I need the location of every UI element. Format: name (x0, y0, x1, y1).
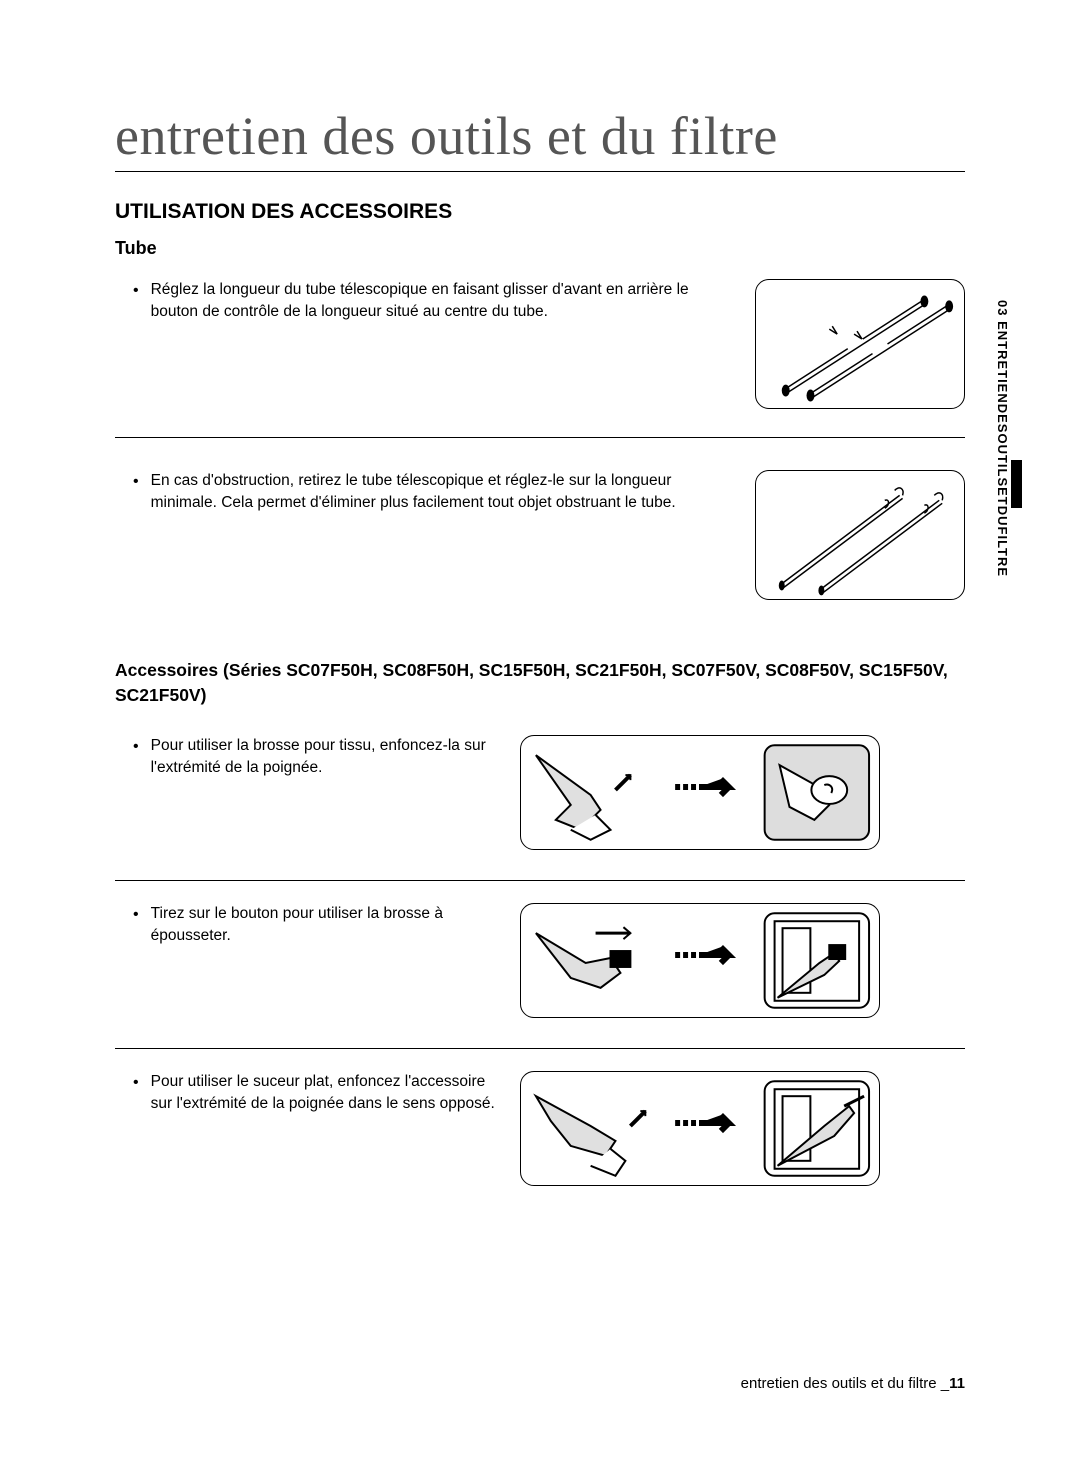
page-content: entretien des outils et du filtre UTILIS… (0, 0, 1080, 1216)
dusting-brush-icon (521, 903, 879, 1018)
telescopic-tube-unclog-icon (756, 470, 964, 600)
page-footer: entretien des outils et du filtre _11 (741, 1375, 965, 1392)
acc-illustration-2 (520, 903, 880, 1018)
tube-row-2: En cas d'obstruction, retirez le tube té… (115, 460, 965, 618)
page-title: entretien des outils et du filtre (115, 105, 965, 172)
side-tab-marker (1011, 460, 1022, 508)
tube-row-1: Réglez la longueur du tube télescopique … (115, 269, 965, 427)
section-heading: UTILISATION DES ACCESSOIRES (115, 200, 965, 224)
acc-illustration-1 (520, 735, 880, 850)
telescopic-tube-adjust-icon (756, 279, 964, 409)
tube-text-1: Réglez la longueur du tube télescopique … (115, 279, 735, 324)
acc-illus-group-3 (520, 1071, 880, 1186)
acc-row-2: Tirez sur le bouton pour utiliser la bro… (115, 880, 965, 1048)
acc-text-1: Pour utiliser la brosse pour tissu, enfo… (115, 735, 500, 780)
acc-row-1: Pour utiliser la brosse pour tissu, enfo… (115, 725, 965, 880)
acc-text-3-content: Pour utiliser le suceur plat, enfoncez l… (151, 1071, 500, 1116)
acc-text-3: Pour utiliser le suceur plat, enfoncez l… (115, 1071, 500, 1116)
tube-illustration-2 (755, 470, 965, 600)
acc-illus-group-2 (520, 903, 880, 1018)
tube-subheading: Tube (115, 238, 965, 259)
tube-illustration-1 (755, 279, 965, 409)
acc-text-2-content: Tirez sur le bouton pour utiliser la bro… (151, 903, 500, 948)
acc-text-2: Tirez sur le bouton pour utiliser la bro… (115, 903, 500, 948)
acc-illus-group-1 (520, 735, 880, 850)
acc-text-1-content: Pour utiliser la brosse pour tissu, enfo… (151, 735, 500, 780)
fabric-brush-icon (521, 735, 879, 850)
divider-1 (115, 437, 965, 438)
crevice-tool-icon (521, 1071, 879, 1186)
side-tab-label: 03 ENTRETIENDESOUTILSETDUFILTRE (995, 300, 1010, 577)
acc-illustration-3 (520, 1071, 880, 1186)
footer-page-number: 11 (949, 1375, 965, 1392)
acc-row-3: Pour utiliser le suceur plat, enfoncez l… (115, 1048, 965, 1216)
tube-text-2-content: En cas d'obstruction, retirez le tube té… (151, 470, 735, 515)
tube-text-1-content: Réglez la longueur du tube télescopique … (151, 279, 735, 324)
accessories-heading: Accessoires (Séries SC07F50H, SC08F50H, … (115, 658, 965, 707)
footer-text: entretien des outils et du filtre _ (741, 1375, 949, 1392)
accessories-section: Pour utiliser la brosse pour tissu, enfo… (115, 725, 965, 1216)
tube-text-2: En cas d'obstruction, retirez le tube té… (115, 470, 735, 515)
